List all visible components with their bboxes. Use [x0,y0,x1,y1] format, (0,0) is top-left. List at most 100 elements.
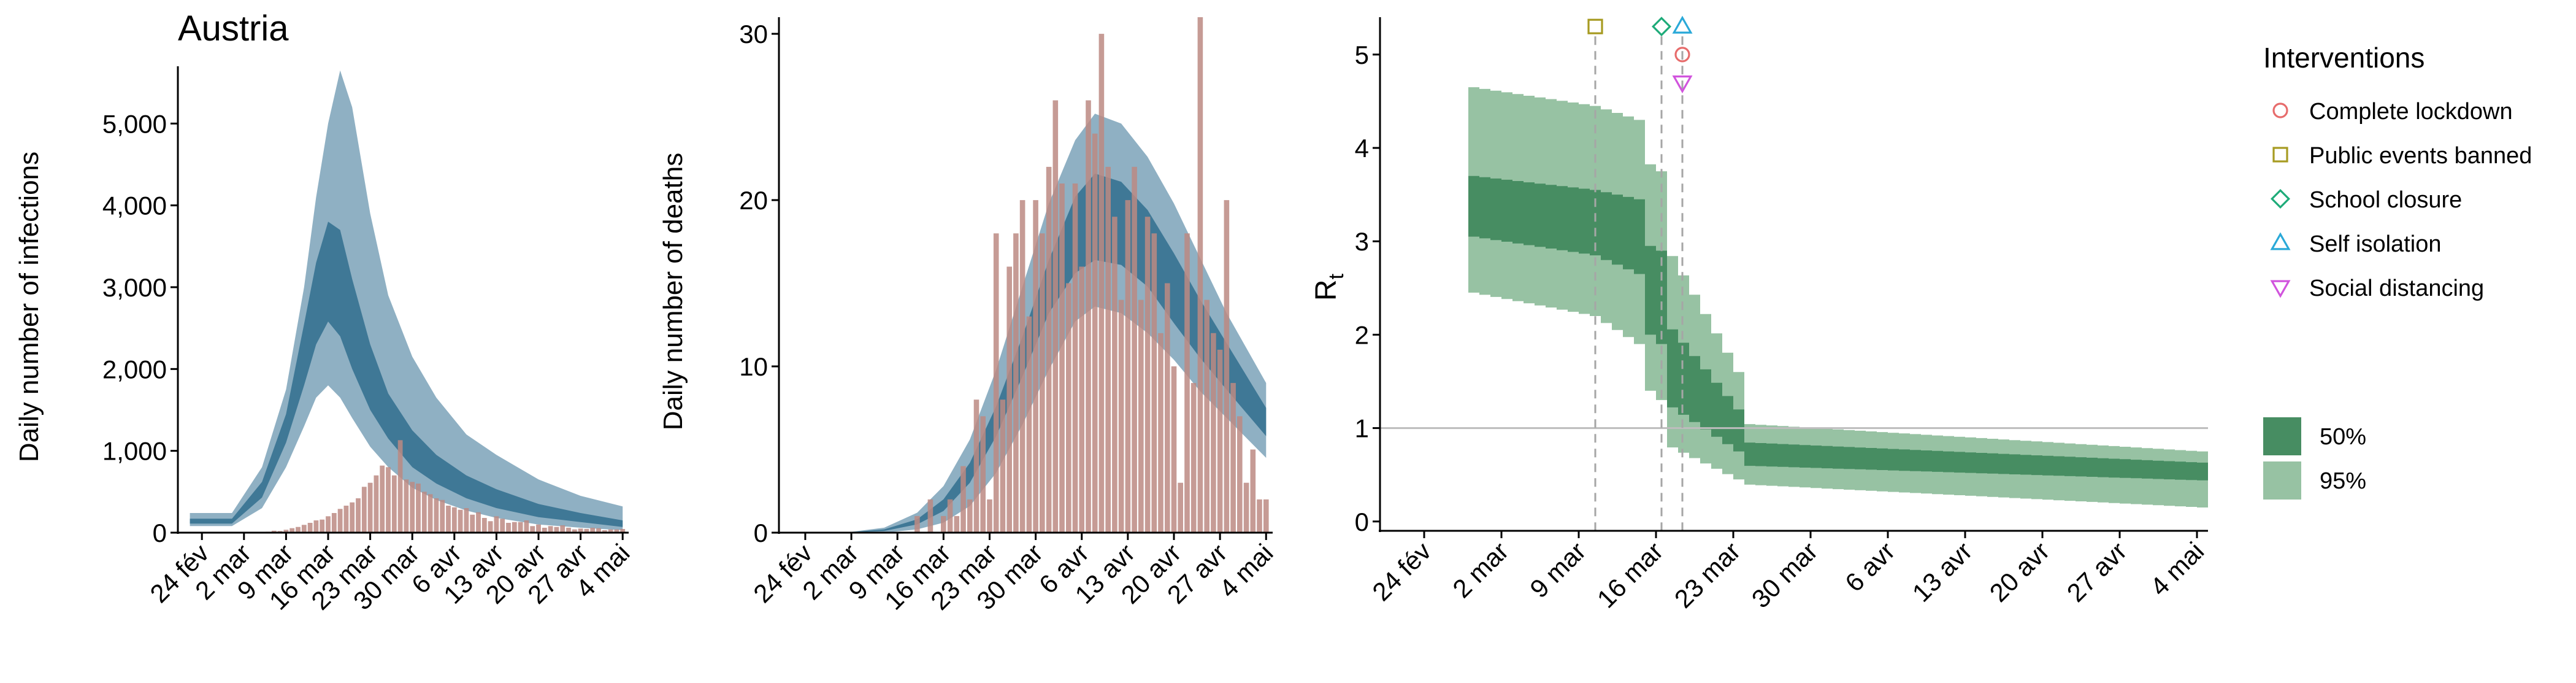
deaths-bar [1092,133,1098,533]
infections-bar [367,482,373,533]
infections-bar [542,528,547,533]
infections-bar [380,465,385,533]
legend-marker [2272,147,2288,163]
infections-bar [530,526,535,533]
intervention-marker [1651,17,1672,37]
infections-bar [446,506,451,533]
deaths-y-tick-label: 10 [739,352,768,381]
rt-x-tick-label: 13 avr [1907,536,1978,608]
intervention-marker [1587,18,1603,34]
infections-bar [301,525,307,533]
intervention-marker [1672,15,1693,34]
deaths-bar [1079,266,1084,533]
deaths-bar [1158,333,1163,533]
rt-x-tick-label: 20 avr [1984,536,2055,608]
legend-item-label: Social distancing [2309,276,2484,301]
deaths-x-tick-label: 24 fév [748,538,818,608]
infections-y-tick-label: 3,000 [102,273,167,302]
infections-bar [572,529,577,533]
infections-bar [518,522,523,533]
deaths-bar [941,515,946,533]
rt-y-tick-label: 3 [1355,227,1369,256]
infections-bar [331,513,337,533]
legend-band-label: 50% [2320,424,2366,450]
deaths-y-tick-label: 20 [739,186,768,215]
infections-bar [578,528,583,533]
infections-bar [440,500,445,533]
deaths-bar [1052,100,1059,533]
deaths-bar [1237,416,1243,533]
infections-bar [271,530,277,533]
rt-y-tick-label: 5 [1355,41,1369,69]
deaths-bar [993,233,999,533]
rt-y-tick-label: 4 [1355,134,1369,163]
infections-bar [590,528,596,533]
infections-y-tick-label: 1,000 [102,437,167,466]
infections-bar [536,524,541,533]
legend-marker [2270,232,2291,250]
rt-x-tick-label: 4 mai [2145,536,2210,601]
deaths-bar [1178,482,1183,533]
deaths-bar [1144,217,1151,533]
rt-x-tick-label: 24 fév [1367,536,1436,606]
infections-bar [506,523,511,533]
legend-marker [2272,102,2288,118]
deaths-y-tick-label: 30 [739,20,768,48]
infections-bar [458,509,463,533]
deaths-bar [914,515,920,533]
rt-chart: Rt 0 1 2 3 4 5 24 fév 2 mar 9 mar 16 mar 23 mar 30 … [1310,15,2210,614]
deaths-bar [1000,399,1006,533]
legend-title: Interventions [2263,42,2425,74]
deaths-bar [987,499,992,533]
legend-band-label: 95% [2320,468,2366,494]
legend-item-label: School closure [2309,187,2462,213]
rt-x-tick-label: 9 mar [1524,536,1591,603]
infections-bar [434,498,439,533]
rt-y-tick-label: 1 [1355,414,1369,443]
infections-bar [427,494,433,533]
deaths-bar [1105,166,1111,533]
deaths-bar [1098,34,1105,533]
infections-bar [614,529,619,533]
infections-bar [596,528,601,533]
deaths-bar [973,399,979,533]
deaths-bar [980,416,986,533]
infections-bar [554,527,559,533]
rt-y-tick-label: 0 [1355,507,1369,536]
infections-bar [620,529,626,533]
infections-bar [307,523,313,533]
rt-band-95 [1468,87,2208,508]
rt-x-tick-label: 16 mar [1592,536,1669,614]
deaths-bar [1243,482,1249,533]
deaths-bar [967,499,973,533]
infections-bar [416,484,421,533]
rt-x-tick-label: 2 mar [1447,536,1514,603]
infections-bar [296,527,301,533]
deaths-bar [1006,266,1012,533]
infections-bar [451,507,457,533]
infections-bar [608,529,613,533]
infections-bar [289,528,295,533]
infections-bar [313,520,319,533]
deaths-bar [1211,333,1216,533]
infections-bar [566,528,571,533]
infections-bar [343,506,349,533]
infections-bar [386,467,391,533]
infections-bar [548,526,553,533]
infections-bar [391,475,397,533]
rt-x-tick-label: 27 avr [2061,536,2133,608]
deaths-bar [1257,499,1262,533]
infections-bar [361,487,367,533]
deaths-bar [1197,17,1203,533]
infections-bar [560,525,565,533]
infections-bar [397,440,403,533]
deaths-bar [1204,299,1209,533]
infections-bar [488,521,493,533]
rt-y-axis-label: Rt [1310,273,1348,301]
deaths-bar [1086,100,1091,533]
deaths-bar [1112,217,1117,533]
infections-bar [404,479,409,533]
deaths-bar [1132,166,1137,533]
